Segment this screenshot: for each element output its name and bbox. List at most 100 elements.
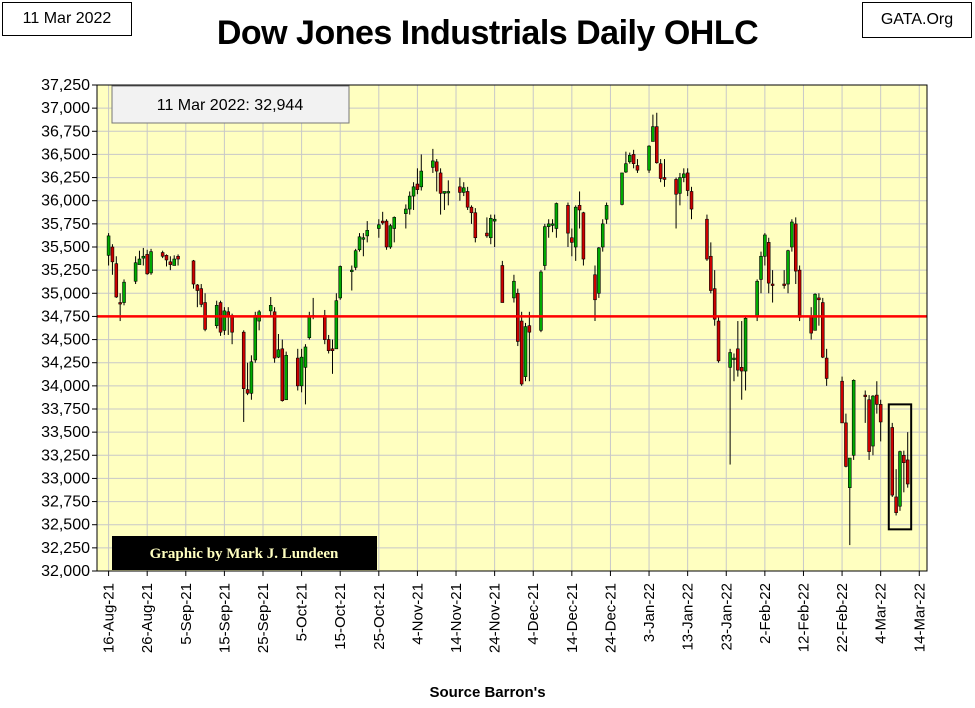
candle-body-down (705, 218, 709, 260)
y-tick-label: 33,500 (41, 424, 90, 441)
candle-body-down (782, 283, 786, 286)
candle (276, 334, 281, 359)
candle-body-down (631, 154, 636, 164)
candle-body-down (577, 205, 582, 211)
candle (655, 112, 659, 164)
y-tick-label: 36,500 (41, 146, 90, 163)
candle (110, 244, 115, 275)
candle-body-up (388, 225, 393, 248)
candle (350, 265, 354, 291)
candle-body-up (489, 218, 493, 239)
candle (597, 247, 601, 298)
candle (512, 274, 516, 303)
y-tick-label: 32,750 (41, 494, 90, 511)
candle-body-up (848, 457, 852, 488)
candle-body-down (824, 357, 829, 379)
candle-body-down (662, 177, 667, 180)
candle-body-up (268, 305, 273, 312)
candle-body-up (597, 247, 601, 294)
candle-body-down (527, 325, 532, 333)
candle (106, 233, 111, 266)
candle-body-up (492, 218, 497, 222)
candle (631, 149, 636, 169)
candle (624, 151, 628, 173)
candle-body-down (145, 254, 149, 275)
candle (813, 293, 817, 331)
candle-body-down (902, 454, 906, 463)
candle (902, 450, 906, 493)
candle (485, 217, 489, 238)
candle-body-up (431, 160, 435, 168)
candle-body-down (295, 357, 300, 387)
candle-body-down (635, 165, 640, 171)
candle-body-up (600, 223, 605, 248)
candle (377, 219, 381, 238)
candle (295, 348, 300, 391)
date-label: 11 Mar 2022 (22, 10, 112, 27)
x-tick-label: 25-Oct-21 (371, 583, 388, 650)
candle-body-up (682, 173, 686, 178)
x-tick-label: 16-Aug-21 (101, 583, 118, 653)
candle (770, 270, 775, 303)
candle (241, 330, 246, 422)
y-tick-label: 35,000 (41, 285, 90, 302)
x-tick-label: 5-Oct-21 (294, 583, 311, 641)
candle-body-down (674, 179, 678, 195)
candle (766, 237, 771, 294)
candle-body-up (755, 280, 759, 317)
candle-body-down (566, 205, 570, 234)
candle (388, 223, 393, 249)
candle-body-down (199, 288, 203, 305)
candle-body-down (500, 265, 505, 303)
y-tick-label: 37,250 (41, 77, 90, 94)
candle-body-up (898, 451, 902, 507)
candle (543, 223, 547, 271)
candle (489, 214, 493, 245)
candle-body-down (844, 422, 848, 467)
y-tick-label: 33,250 (41, 447, 90, 464)
candle-body-down (230, 315, 234, 333)
candle (593, 265, 597, 322)
candle (894, 469, 898, 516)
x-tick-label: 14-Nov-21 (448, 583, 465, 653)
candle-body-up (284, 355, 288, 401)
candle (249, 355, 254, 400)
candle-body-up (404, 208, 408, 214)
candle-body-up (539, 271, 543, 331)
candle-body-down (114, 263, 119, 298)
candle (875, 381, 879, 414)
highlight-box (887, 403, 913, 531)
candle (817, 293, 821, 326)
candle-body-up (759, 255, 763, 280)
candle (519, 311, 524, 386)
candle (546, 219, 551, 238)
candle (407, 191, 412, 215)
annotation-box: 11 Mar 2022: 32,944 (111, 85, 350, 124)
x-tick-label: 26-Aug-21 (139, 583, 156, 653)
candle-body-down (655, 126, 659, 164)
candle (361, 233, 366, 257)
candle-body-down (176, 255, 180, 260)
candle-body-down (519, 320, 524, 385)
candle-body-down (840, 380, 844, 424)
candle-body-up (743, 317, 748, 372)
candle-body-up (365, 230, 369, 237)
y-tick-label: 36,250 (41, 170, 90, 187)
candle-body-up (624, 163, 628, 173)
x-tick-label: 5-Sep-21 (178, 583, 195, 645)
candle (137, 250, 142, 265)
y-tick-label: 32,000 (41, 563, 90, 580)
candle-body-down (191, 260, 196, 285)
candle-body-down (160, 252, 165, 257)
candle-body-up (647, 145, 651, 171)
candle-body-up (392, 217, 397, 229)
candle (527, 311, 532, 382)
candle (176, 254, 180, 266)
candle (651, 114, 655, 142)
candle-body-up (728, 352, 732, 368)
candle-body-down (110, 246, 115, 263)
candle (905, 432, 910, 488)
candle-body-up (763, 234, 767, 257)
candle (245, 362, 250, 396)
candle-body-up (813, 293, 817, 331)
